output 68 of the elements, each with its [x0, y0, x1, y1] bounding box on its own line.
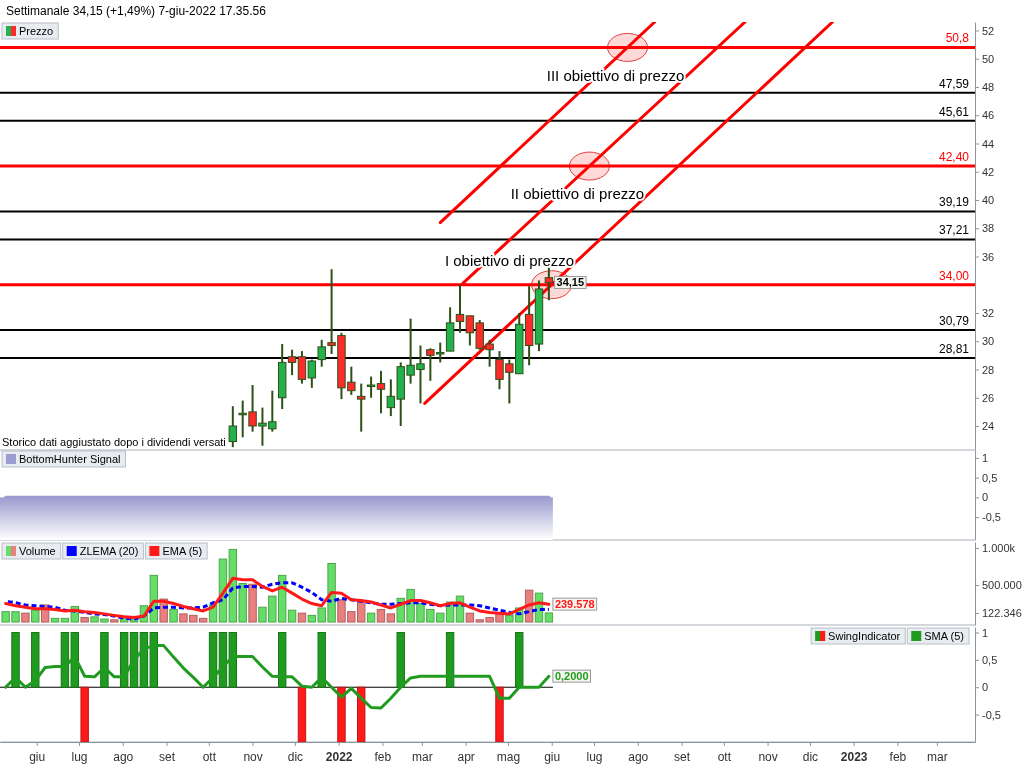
x-tick-label: giu — [544, 750, 561, 764]
legend-label: Volume — [19, 545, 56, 557]
x-tick-label: nov — [758, 750, 778, 764]
x-tick-label: dic — [287, 750, 304, 764]
legend-label: EMA (5) — [162, 545, 203, 557]
y-tick-label: 1 — [982, 626, 989, 639]
y-tick-label: 30 — [982, 335, 995, 348]
ref-line-label: 50,8 — [945, 31, 970, 46]
y-tick-label: 26 — [982, 391, 995, 404]
x-tick-label: ago — [113, 750, 134, 764]
y-tick-label: 52 — [982, 24, 995, 37]
ref-line-label: 34,00 — [938, 268, 970, 283]
ref-line-label: 30,79 — [938, 314, 970, 329]
y-tick-label: 38 — [982, 222, 995, 235]
ref-line-label: 28,81 — [938, 342, 970, 357]
ref-line-label: 42,40 — [938, 150, 970, 165]
x-tick-label: mar — [412, 750, 433, 764]
x-tick-label: 2023 — [840, 750, 868, 764]
y-tick-label: -0,5 — [982, 708, 1001, 721]
data-label: 239.578 — [554, 598, 595, 611]
y-tick-label: 0 — [982, 681, 989, 694]
ref-line-label: 47,59 — [938, 76, 970, 91]
y-tick-label: 1 — [982, 451, 989, 464]
x-tick-label: dic — [802, 750, 819, 764]
x-tick-label: feb — [889, 750, 907, 764]
x-tick-label: lug — [586, 750, 603, 764]
legend-label: SwingIndicator — [828, 630, 901, 642]
x-tick-label: feb — [374, 750, 392, 764]
text: 34,15 — [556, 276, 585, 289]
x-tick-label: ago — [628, 750, 649, 764]
legend-label: BottomHunter Signal — [19, 453, 121, 465]
data-label: 0,2000 — [554, 670, 589, 683]
x-tick-label: set — [674, 750, 691, 764]
y-tick-label: 0,5 — [982, 653, 998, 666]
x-tick-label: 2022 — [325, 750, 353, 764]
y-tick-label: 32 — [982, 307, 995, 319]
x-tick-label: ott — [202, 750, 217, 764]
y-tick-label: 500.000 — [982, 579, 1022, 591]
y-tick-label: 48 — [982, 81, 995, 93]
legend-label: SMA (5) — [924, 630, 964, 642]
y-tick-label: 42 — [982, 165, 995, 178]
y-tick-label: 1.000k — [982, 541, 1016, 554]
y-tick-label: 36 — [982, 250, 995, 263]
y-tick-label: 0,5 — [982, 471, 998, 484]
x-tick-label: lug — [71, 750, 88, 764]
x-tick-label: giu — [29, 750, 46, 764]
ref-line-label: 39,19 — [938, 195, 970, 210]
y-tick-label: 0 — [982, 491, 989, 504]
y-tick-label: 46 — [982, 109, 995, 122]
y-tick-label: 40 — [982, 194, 995, 206]
legend-label: ZLEMA (20) — [79, 545, 139, 557]
y-tick-label: 44 — [982, 137, 995, 150]
ref-line-label: 45,61 — [938, 104, 970, 119]
legend-label: Prezzo — [19, 25, 54, 37]
x-tick-label: nov — [243, 750, 263, 764]
x-tick-label: mar — [927, 750, 948, 764]
y-tick-label: 28 — [982, 363, 995, 376]
x-tick-label: mag — [496, 750, 521, 764]
chart-title: Settimanale 34,15 (+1,49%) 7-giu-2022 17.35.56 — [6, 4, 267, 18]
x-tick-label: apr — [457, 750, 475, 764]
y-tick-label: 122.346 — [982, 606, 1022, 619]
y-tick-label: 24 — [982, 420, 995, 433]
ref-line-label: 37,21 — [938, 223, 970, 238]
y-tick-label: -0,5 — [982, 511, 1001, 524]
x-tick-label: set — [158, 750, 176, 764]
y-tick-label: 50 — [982, 52, 995, 65]
x-tick-label: ott — [717, 750, 732, 764]
annotation: Storico dati aggiustato dopo i dividendi versati — [2, 436, 226, 448]
